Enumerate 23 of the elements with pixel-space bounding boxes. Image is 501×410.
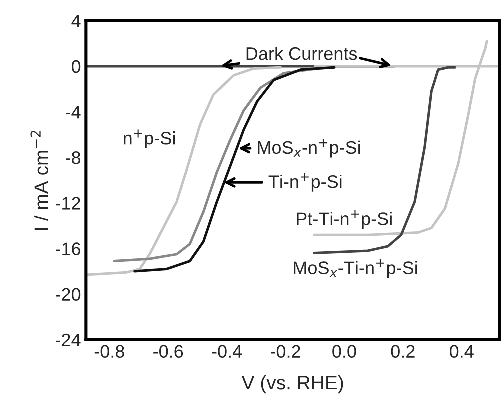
annotation: MoS$_{x}$-n$^{+}$p-Si	[258, 139, 360, 158]
y-tick-label: 0	[72, 60, 81, 74]
y-tick-label: -24	[56, 334, 81, 346]
y-tick-label: -8	[66, 152, 81, 164]
x-tick-label: -0.4	[212, 345, 242, 358]
y-tick-label: 4	[72, 15, 81, 28]
y-tick-label: -16	[56, 242, 81, 256]
x-tick-label: 0.4	[450, 345, 474, 358]
x-tick-label: 0.2	[391, 345, 415, 358]
y-tick-label: -4	[66, 106, 81, 119]
annotation: Dark Currents	[246, 46, 358, 60]
y-axis-title: I / mA cm$^{−2}$	[30, 130, 48, 230]
annotation: Ti-n$^{+}$p-Si	[268, 173, 342, 192]
x-tick-label: -0.2	[270, 345, 300, 358]
x-tick-label: 0.0	[332, 345, 356, 358]
y-tick-label: -12	[56, 197, 80, 210]
y-tick-label: -20	[56, 288, 81, 302]
x-axis-title: V (vs. RHE)	[242, 375, 344, 394]
annotation: n$^{+}$p-Si	[124, 130, 176, 148]
annotation: Pt-Ti-n$^{+}$p-Si	[297, 210, 392, 229]
x-tick-label: -0.6	[154, 345, 184, 358]
annotation: MoS$_{x}$-Ti-n$^{+}$p-Si	[294, 259, 418, 278]
x-tick-label: -0.8	[94, 345, 124, 358]
